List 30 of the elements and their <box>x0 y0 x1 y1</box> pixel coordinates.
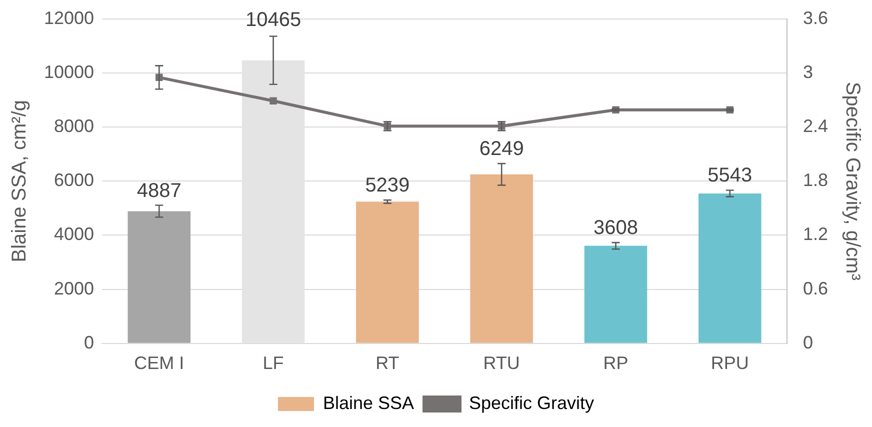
y2-tick-label: 1.2 <box>802 224 828 244</box>
data-label: 4887 <box>136 180 182 202</box>
y2-tick-label: 2.4 <box>802 116 828 136</box>
y-tick-label: 0 <box>84 332 94 352</box>
y2-tick-label: 0 <box>802 332 813 352</box>
y2-axis-title: Specific Gravity, g/cm³ <box>841 82 864 281</box>
data-label: 10465 <box>245 8 302 31</box>
x-tick-label: RP <box>603 353 628 374</box>
x-tick-label: CEM I <box>134 353 184 374</box>
x-tick-label: RT <box>376 353 400 374</box>
y2-tick-label: 1.8 <box>802 170 828 190</box>
legend-label: Blaine SSA <box>322 392 414 413</box>
data-label: 6249 <box>479 138 524 160</box>
x-tick-label: LF <box>262 353 284 374</box>
y-tick-label: 2000 <box>54 278 94 298</box>
data-label: 5543 <box>708 164 752 187</box>
y-tick-label: 12000 <box>44 8 94 28</box>
y-tick-label: 4000 <box>54 224 94 244</box>
x-tick-label: RTU <box>483 353 520 374</box>
y-tick-label: 8000 <box>54 116 94 136</box>
data-label: 3608 <box>593 217 638 240</box>
legend-label: Specific Gravity <box>469 392 594 413</box>
y-tick-label: 10000 <box>44 62 94 82</box>
y2-tick-label: 3.6 <box>802 8 828 28</box>
y-tick-label: 6000 <box>54 170 94 190</box>
y-axis-title: Blaine SSA, cm²/g <box>8 100 31 262</box>
y2-tick-label: 3 <box>802 62 813 82</box>
data-label: 5239 <box>365 174 410 197</box>
y2-tick-label: 0.6 <box>802 278 828 298</box>
x-tick-label: RPU <box>710 353 749 374</box>
